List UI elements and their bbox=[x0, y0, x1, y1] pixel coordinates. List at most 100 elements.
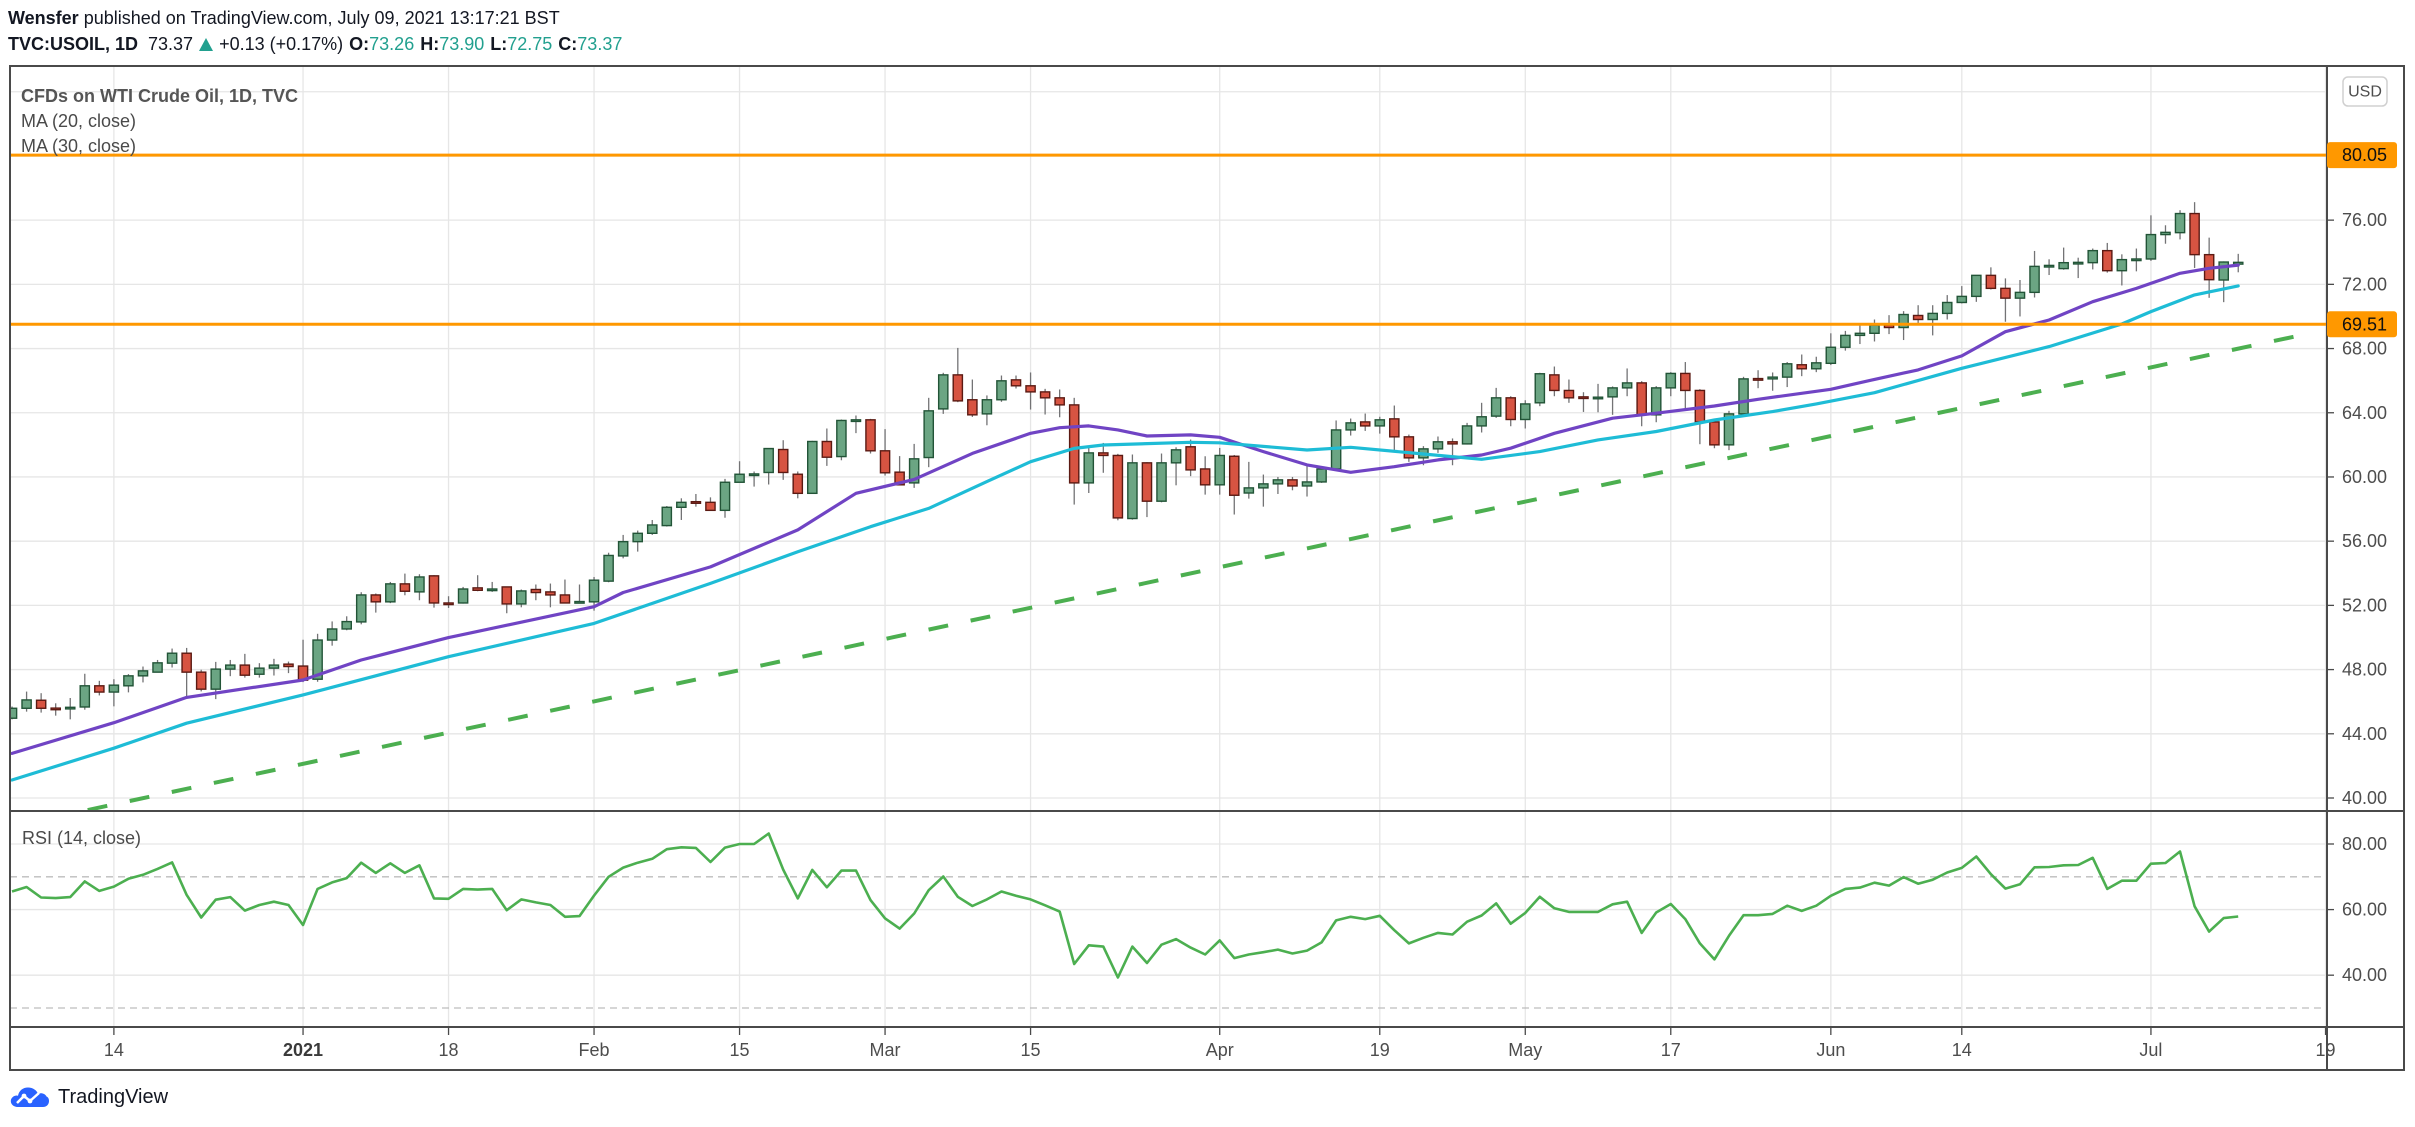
candle bbox=[1170, 447, 1182, 486]
candle bbox=[501, 586, 513, 614]
candle-body-up bbox=[137, 670, 149, 677]
candle bbox=[1767, 372, 1778, 391]
candle-body-up bbox=[341, 620, 352, 630]
candle bbox=[1854, 325, 1866, 345]
candle bbox=[1665, 372, 1677, 397]
time-axis-label: 15 bbox=[1021, 1040, 1041, 1060]
price-axis-label: 76.00 bbox=[2342, 210, 2387, 230]
candle bbox=[21, 691, 32, 712]
candle bbox=[705, 497, 716, 512]
time-axis-label: Jun bbox=[1816, 1040, 1845, 1060]
candle bbox=[2116, 254, 2128, 286]
candle-body-up bbox=[850, 419, 862, 423]
candle bbox=[1607, 386, 1618, 415]
candle-body-down bbox=[443, 602, 454, 606]
candle-body-down bbox=[1359, 421, 1371, 427]
candle-body-down bbox=[1068, 404, 1080, 484]
candle-body-down bbox=[777, 448, 789, 474]
time-axis-label: 2021 bbox=[283, 1040, 323, 1060]
candle-body-up bbox=[632, 532, 644, 543]
candle-body-down bbox=[399, 583, 411, 592]
candle bbox=[181, 647, 192, 697]
time-axis-label: 19 bbox=[1370, 1040, 1390, 1060]
candle-body-down bbox=[501, 586, 513, 605]
candle-body-down bbox=[1912, 314, 1924, 321]
candle-body-up bbox=[2218, 261, 2229, 281]
candle bbox=[1447, 438, 1458, 466]
candle-body-down bbox=[1636, 382, 1647, 416]
candle-body-down bbox=[894, 471, 905, 486]
candle bbox=[821, 428, 833, 466]
candle bbox=[1374, 416, 1386, 434]
candle-body-up bbox=[1650, 387, 1662, 416]
candle-body-down bbox=[1563, 389, 1575, 399]
candle bbox=[2087, 248, 2099, 270]
legend-ma20[interactable]: MA (20, close) bbox=[21, 111, 137, 131]
price-pane[interactable] bbox=[7, 153, 2327, 811]
candle-body-up bbox=[326, 628, 338, 641]
candle-body-up bbox=[1767, 376, 1778, 380]
candle bbox=[1519, 400, 1531, 429]
candle bbox=[734, 461, 745, 483]
candle bbox=[632, 530, 644, 552]
footer-branding[interactable]: TradingView bbox=[8, 1085, 168, 1109]
candle bbox=[50, 703, 61, 716]
candle bbox=[865, 418, 876, 454]
candle bbox=[486, 581, 498, 592]
candle-body-up bbox=[734, 473, 745, 483]
candle bbox=[2131, 248, 2142, 272]
candle-body-up bbox=[1927, 312, 1938, 321]
legend-ma30[interactable]: MA (30, close) bbox=[21, 136, 137, 156]
candle-body-down bbox=[1447, 441, 1458, 445]
candle-body-up bbox=[108, 684, 120, 693]
candle-body-down bbox=[472, 587, 483, 591]
author-name[interactable]: Wensfer bbox=[8, 8, 79, 28]
candle-body-down bbox=[1025, 385, 1036, 393]
currency-badge[interactable]: USD bbox=[2342, 76, 2388, 107]
candle-body-down bbox=[1141, 462, 1153, 502]
candle-body-up bbox=[10, 707, 18, 719]
candle bbox=[137, 666, 149, 683]
candle bbox=[1403, 434, 1415, 462]
candle bbox=[1912, 305, 1924, 325]
currency-badge-frame bbox=[2342, 76, 2388, 107]
rsi-pane[interactable] bbox=[11, 832, 2239, 979]
candle-body-up bbox=[807, 440, 818, 495]
price-axis-label: 52.00 bbox=[2342, 595, 2387, 615]
horizontal-levels bbox=[10, 153, 2327, 326]
tradingview-cloud-icon bbox=[10, 1087, 50, 1107]
brand-name: TradingView bbox=[58, 1085, 169, 1108]
candle-body-down bbox=[35, 699, 47, 709]
candle bbox=[1272, 476, 1284, 494]
candle-body-up bbox=[2174, 212, 2186, 234]
candle-body-up bbox=[996, 380, 1007, 401]
ma30-line[interactable] bbox=[10, 284, 2240, 782]
candle-body-up bbox=[1214, 454, 1226, 486]
candle-body-up bbox=[515, 590, 527, 605]
candle-body-down bbox=[1199, 468, 1211, 486]
candle-body-down bbox=[2000, 287, 2011, 299]
ma20-line[interactable] bbox=[10, 263, 2240, 756]
candle bbox=[79, 673, 91, 710]
low-label: L: bbox=[490, 34, 508, 54]
rsi-line[interactable] bbox=[11, 832, 2239, 979]
level-price-label: 80.05 bbox=[2342, 145, 2387, 165]
candle bbox=[1330, 420, 1342, 471]
candle bbox=[763, 447, 774, 485]
candle-body-down bbox=[283, 663, 294, 668]
candle bbox=[1345, 418, 1356, 436]
rsi-legend[interactable]: RSI (14, close) bbox=[22, 828, 142, 848]
legend-series-title[interactable]: CFDs on WTI Crude Oil, 1D, TVC bbox=[21, 86, 299, 106]
trendline[interactable] bbox=[87, 332, 2303, 811]
candle-body-down bbox=[2189, 212, 2200, 256]
publish-header: Wensfer published on TradingView.com, Ju… bbox=[8, 5, 622, 57]
candle-body-down bbox=[1112, 454, 1124, 519]
candle-body-down bbox=[2101, 249, 2113, 272]
candle bbox=[399, 573, 411, 596]
candle-body-down bbox=[792, 473, 804, 495]
candle-body-up bbox=[2072, 261, 2084, 265]
time-axis-label: 14 bbox=[1952, 1040, 1972, 1060]
candle-body-up bbox=[414, 576, 425, 593]
candle-body-up bbox=[676, 501, 687, 509]
